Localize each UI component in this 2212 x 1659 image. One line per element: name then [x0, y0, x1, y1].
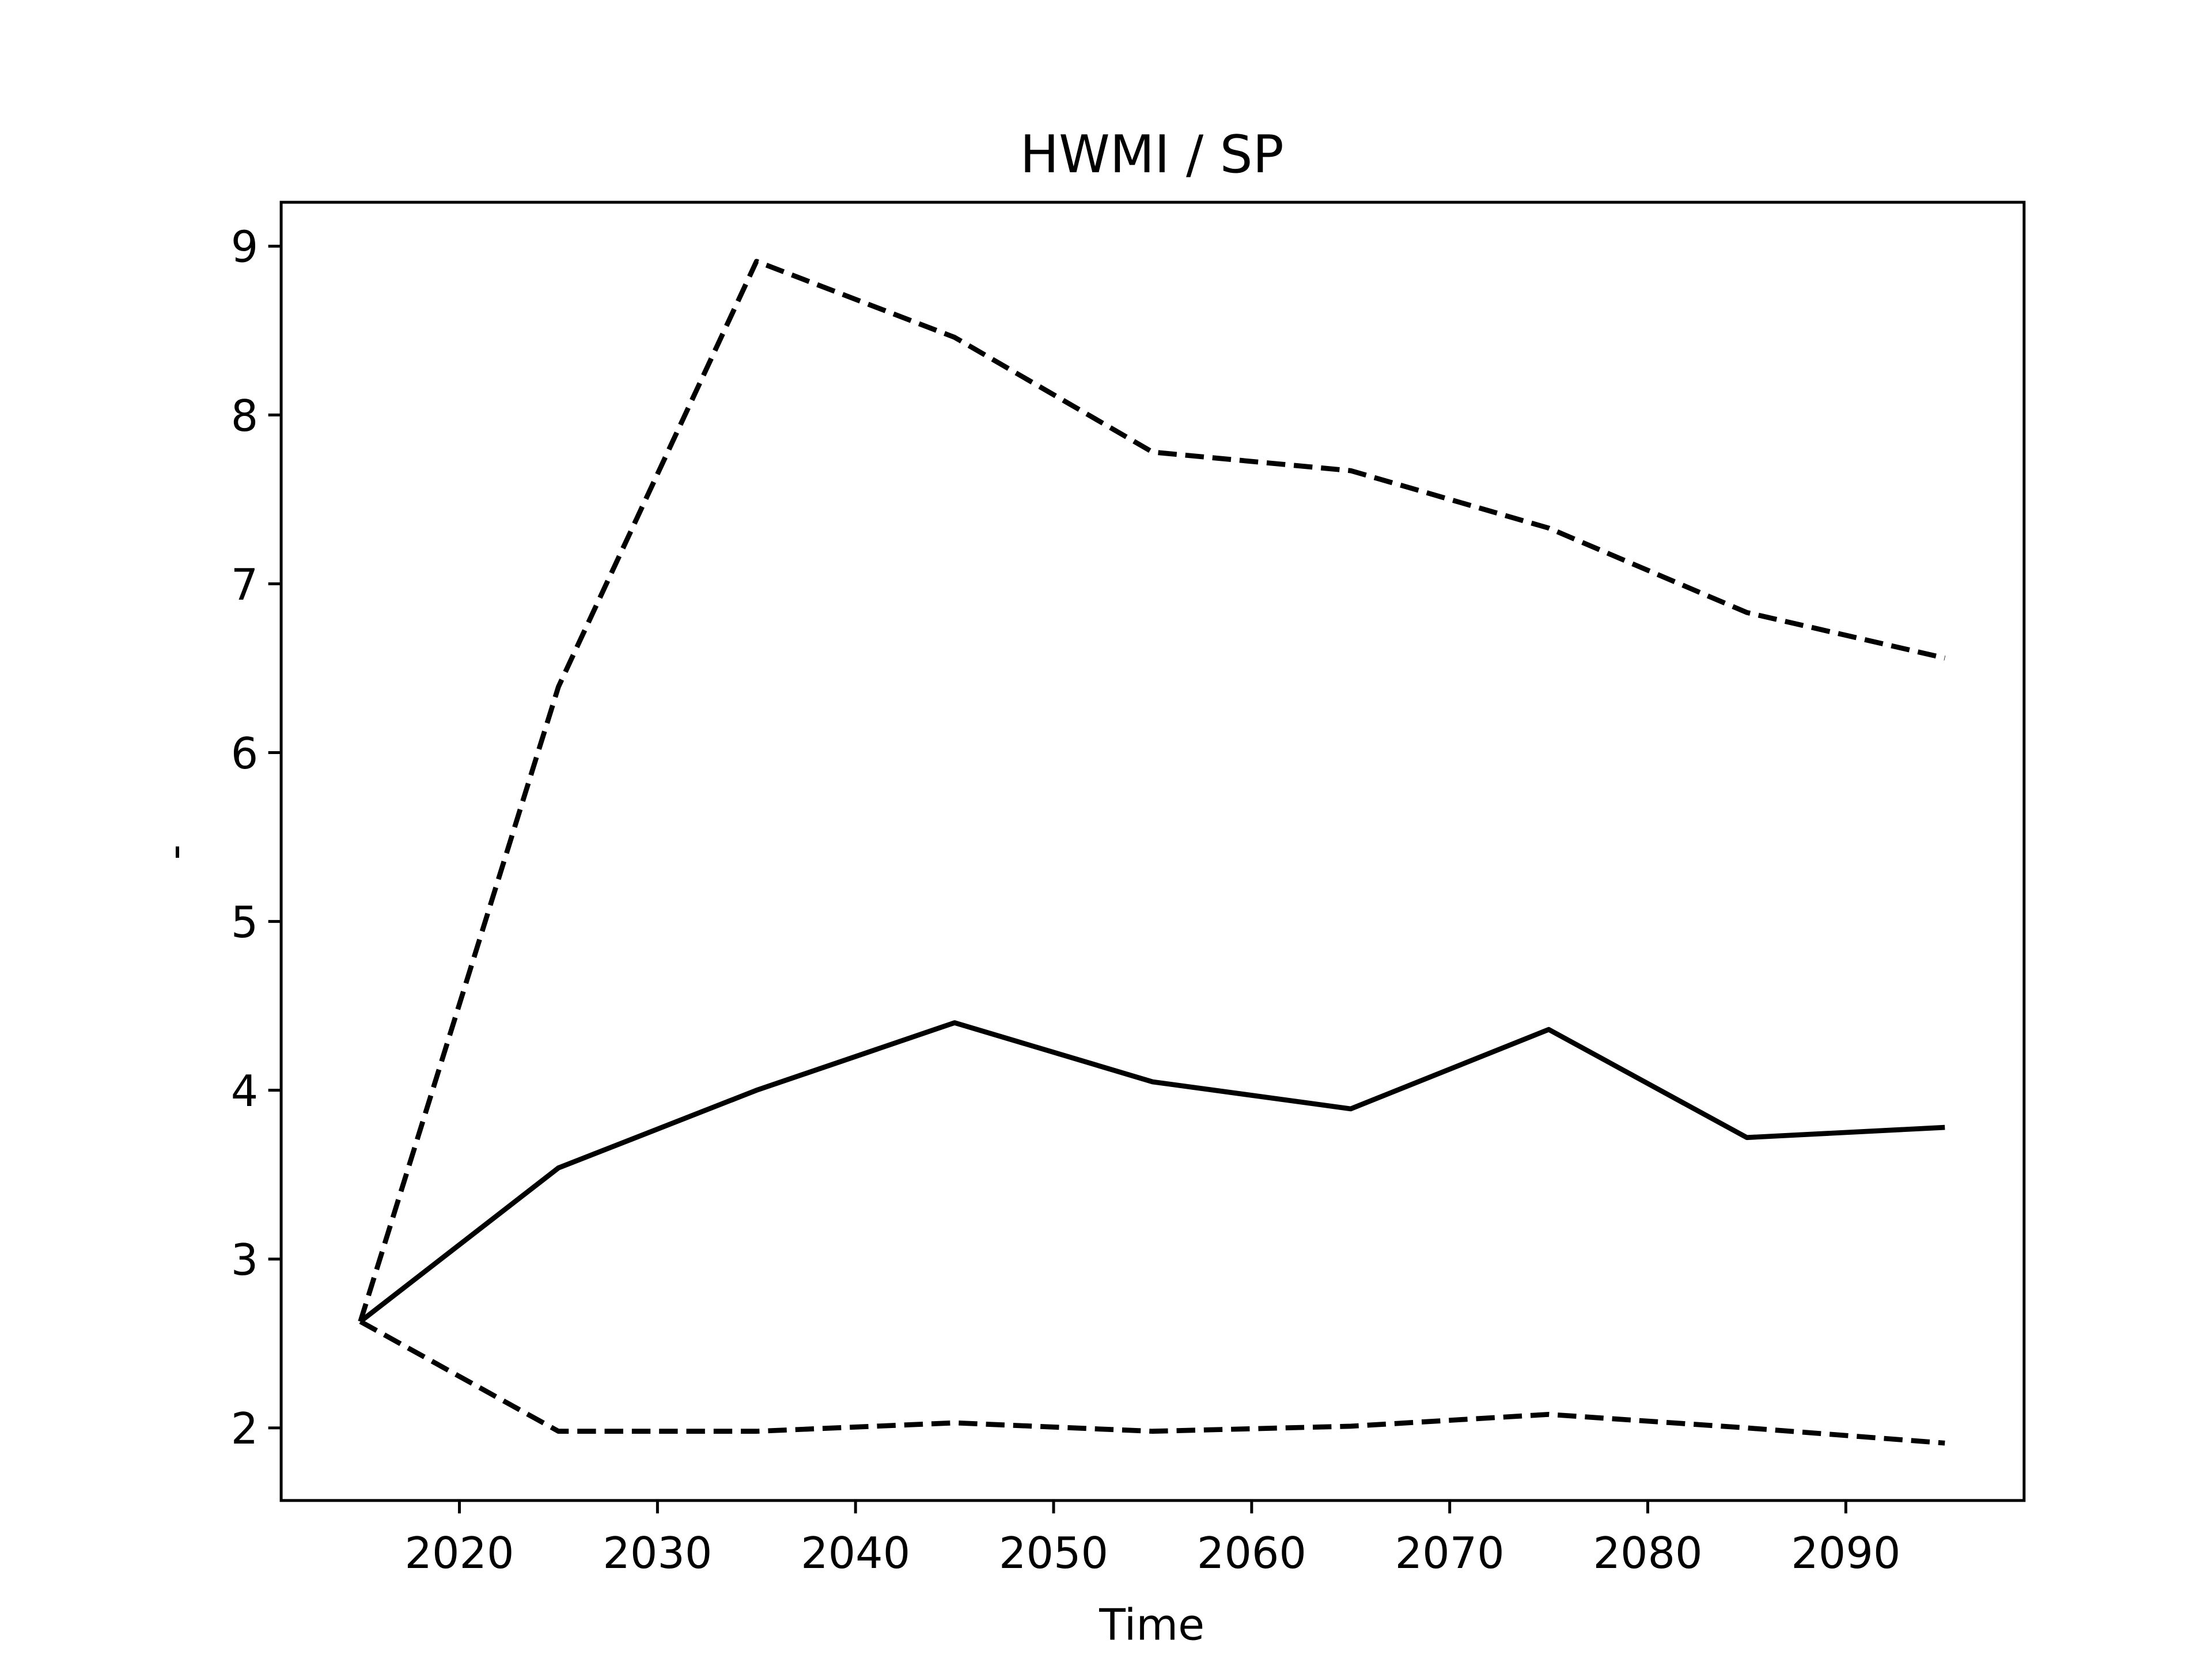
y-tick-label: 7 — [231, 560, 259, 610]
x-tick-label: 2080 — [1593, 1528, 1702, 1578]
y-tick-label: 3 — [231, 1235, 259, 1285]
y-axis-label: - — [150, 844, 200, 860]
line-series — [358, 1020, 1945, 1324]
y-tick-label: 9 — [231, 222, 259, 272]
y-tick-label: 6 — [231, 729, 259, 779]
x-tick-label: 2050 — [999, 1528, 1108, 1578]
x-tick-label: 2070 — [1395, 1528, 1505, 1578]
y-tick-label: 5 — [231, 897, 259, 948]
x-tick-label: 2020 — [404, 1528, 514, 1578]
line-series — [359, 1319, 1945, 1446]
x-tick-label: 2060 — [1197, 1528, 1306, 1578]
y-tick-label: 4 — [231, 1066, 259, 1116]
x-tick-label: 2030 — [603, 1528, 712, 1578]
x-tick-label: 2040 — [801, 1528, 910, 1578]
y-tick-label: 2 — [231, 1404, 259, 1454]
x-axis-label: Time — [1099, 1600, 1205, 1650]
plot-frame — [279, 200, 2026, 1502]
chart-title: HWMI / SP — [1020, 125, 1284, 185]
line-series — [358, 259, 1946, 1323]
y-tick-label: 8 — [231, 391, 259, 441]
x-tick-label: 2090 — [1791, 1528, 1900, 1578]
